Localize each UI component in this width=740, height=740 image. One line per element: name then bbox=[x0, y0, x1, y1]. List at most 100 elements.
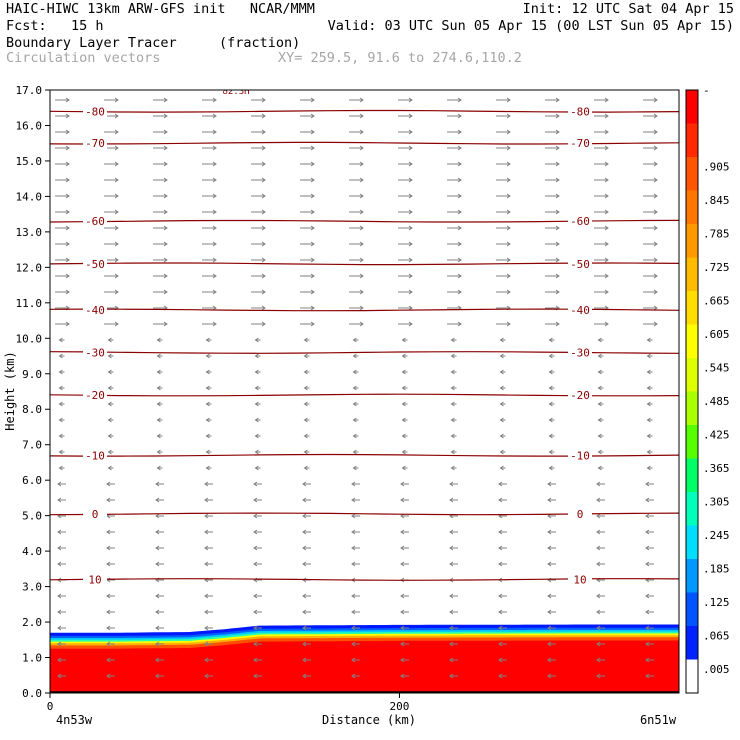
colorbar: - .905 .845 .785 .725 .665 .605 .545 .485 .425 .36… bbox=[685, 84, 730, 694]
vector-head-139 bbox=[506, 257, 511, 263]
vector-head-114 bbox=[555, 225, 560, 231]
vector-head-234 bbox=[58, 385, 63, 391]
vector-head-434 bbox=[302, 625, 307, 631]
vector-head-243 bbox=[499, 385, 504, 391]
vector-head-205 bbox=[548, 337, 553, 343]
vector-head-306 bbox=[401, 465, 406, 471]
vector-head-192 bbox=[555, 321, 560, 327]
vector-head-256 bbox=[499, 401, 504, 407]
vector-head-316 bbox=[253, 481, 258, 487]
colorbar-label-1: .905 bbox=[703, 160, 730, 173]
vector-head-471 bbox=[204, 673, 209, 679]
vector-head-65 bbox=[65, 177, 70, 183]
vector-head-130 bbox=[65, 257, 70, 263]
vector-head-267 bbox=[401, 417, 406, 423]
vector-head-248 bbox=[107, 401, 112, 407]
vector-head-318 bbox=[351, 481, 356, 487]
colorbar-swatch-0 bbox=[686, 90, 698, 124]
vector-head-252 bbox=[303, 401, 308, 407]
vector-head-236 bbox=[156, 385, 161, 391]
contour-label-bg-10-start bbox=[83, 572, 107, 586]
vector-head-162 bbox=[359, 289, 364, 295]
vector-head-152 bbox=[506, 273, 511, 279]
tracer-band-7 bbox=[50, 640, 679, 693]
vector-head-229 bbox=[450, 369, 455, 375]
vector-head-101 bbox=[555, 209, 560, 215]
vector-head-125 bbox=[457, 241, 462, 247]
contour-top-label: 82.3H bbox=[222, 87, 249, 97]
vector-head-15 bbox=[163, 113, 168, 119]
x-tick-label-1: 200 bbox=[390, 700, 410, 713]
vector-head-21 bbox=[457, 113, 462, 119]
vector-head-305 bbox=[352, 465, 357, 471]
vector-head-1 bbox=[114, 97, 119, 103]
vector-head-191 bbox=[506, 321, 511, 327]
vector-head-405 bbox=[155, 593, 160, 599]
colorbar-label-15: .065 bbox=[703, 629, 730, 642]
vector-head-439 bbox=[547, 625, 552, 631]
y-tick-label-5: 5.0 bbox=[22, 510, 42, 523]
vector-head-60 bbox=[457, 161, 462, 167]
y-tick-label-7: 7.0 bbox=[22, 439, 42, 452]
vector-head-366 bbox=[155, 545, 160, 551]
x-tick-label-0: 0 bbox=[47, 700, 54, 713]
contour-label-bg--80-end bbox=[568, 104, 592, 118]
vector-head-71 bbox=[359, 177, 364, 183]
vector-head-32 bbox=[359, 129, 364, 135]
vector-head-34 bbox=[457, 129, 462, 135]
vector-head-25 bbox=[653, 113, 658, 119]
vector-head-443 bbox=[106, 641, 111, 647]
vector-head-119 bbox=[163, 241, 168, 247]
vector-head-22 bbox=[506, 113, 511, 119]
vector-head-200 bbox=[303, 337, 308, 343]
vector-head-469 bbox=[106, 673, 111, 679]
vector-head-433 bbox=[253, 625, 258, 631]
vector-head-213 bbox=[303, 353, 308, 359]
vector-head-276 bbox=[205, 433, 210, 439]
vector-head-307 bbox=[450, 465, 455, 471]
vector-head-158 bbox=[163, 289, 168, 295]
contour-label-bg--10-start bbox=[83, 448, 107, 462]
vector-head-356 bbox=[302, 529, 307, 535]
vector-head-362 bbox=[596, 529, 601, 535]
vector-head-47 bbox=[457, 145, 462, 151]
y-tick-label-1: 1.0 bbox=[22, 652, 42, 665]
vector-head-442 bbox=[57, 641, 62, 647]
colorbar-swatch-6 bbox=[686, 291, 698, 325]
vector-head-309 bbox=[548, 465, 553, 471]
vector-head-476 bbox=[449, 673, 454, 679]
vector-head-68 bbox=[212, 177, 217, 183]
contour-label-0-end: 0 bbox=[577, 508, 584, 521]
vector-head-176 bbox=[408, 305, 413, 311]
colorbar-label-7: .545 bbox=[703, 361, 730, 374]
vector-head-284 bbox=[597, 433, 602, 439]
vector-head-241 bbox=[401, 385, 406, 391]
vector-head-24 bbox=[604, 113, 609, 119]
vector-head-329 bbox=[253, 497, 258, 503]
vector-head-290 bbox=[254, 449, 259, 455]
contour-label--70-start: -70 bbox=[85, 137, 105, 150]
vector-head-314 bbox=[155, 481, 160, 487]
contour-label--20-end: -20 bbox=[570, 389, 590, 402]
vector-head-440 bbox=[596, 625, 601, 631]
vector-head-135 bbox=[310, 257, 315, 263]
vector-head-382 bbox=[302, 561, 307, 567]
vector-head-221 bbox=[58, 369, 63, 375]
vector-head-189 bbox=[408, 321, 413, 327]
vector-head-240 bbox=[352, 385, 357, 391]
contour-label-bg--70-start bbox=[83, 136, 107, 150]
vector-head-418 bbox=[155, 609, 160, 615]
vector-head-94 bbox=[212, 209, 217, 215]
vector-head-260 bbox=[58, 417, 63, 423]
vector-head-293 bbox=[401, 449, 406, 455]
vector-head-5 bbox=[310, 97, 315, 103]
vector-head-350 bbox=[645, 513, 650, 519]
vector-head-69 bbox=[261, 177, 266, 183]
vector-head-223 bbox=[156, 369, 161, 375]
vector-head-216 bbox=[450, 353, 455, 359]
vector-head-27 bbox=[114, 129, 119, 135]
vector-head-425 bbox=[498, 609, 503, 615]
y-tick-label-14: 14.0 bbox=[16, 190, 43, 203]
vector-head-62 bbox=[555, 161, 560, 167]
vector-head-376 bbox=[645, 545, 650, 551]
